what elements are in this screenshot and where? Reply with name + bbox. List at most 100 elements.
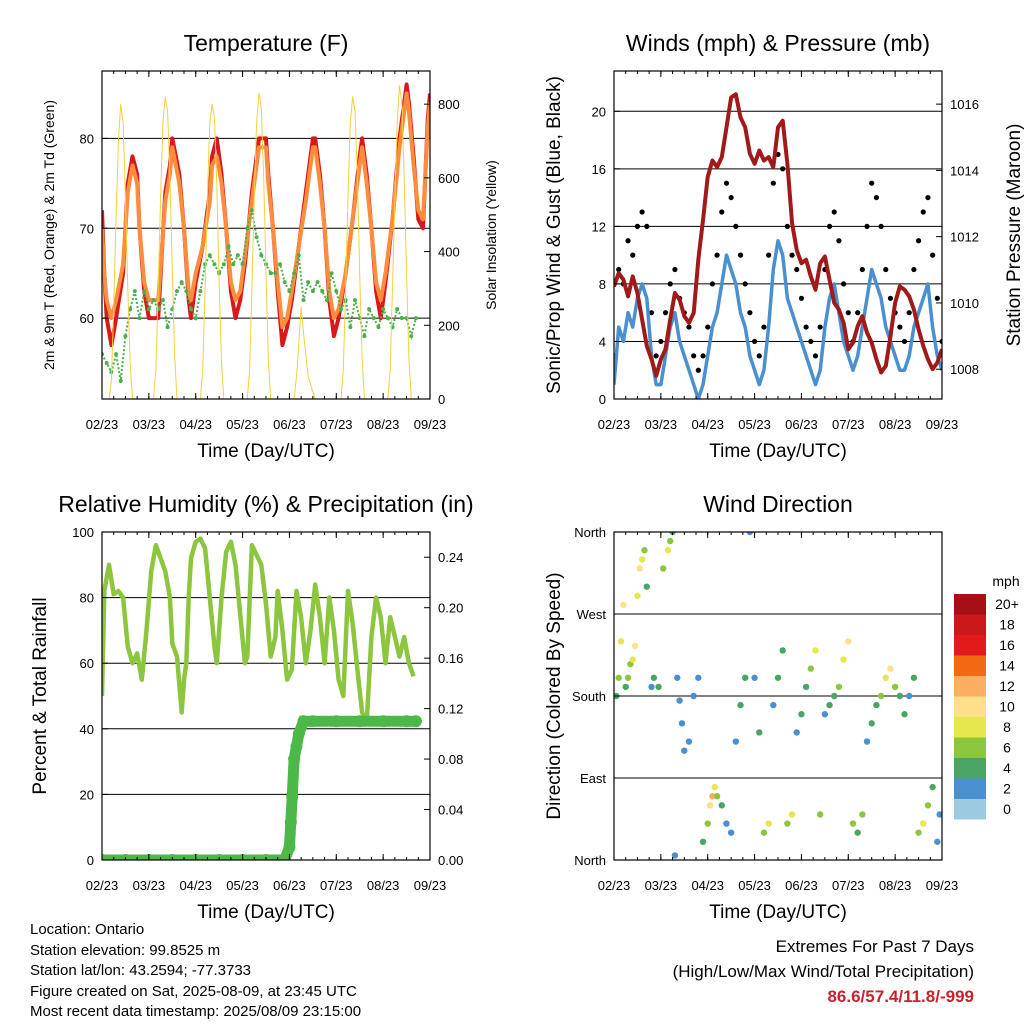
direction-point (896, 692, 904, 700)
elevation-text: Station elevation: 99.8525 m (30, 941, 221, 959)
direction-point (882, 674, 889, 681)
y-tick-label: East (580, 771, 606, 786)
gust-point (644, 223, 650, 229)
direction-point (924, 802, 932, 809)
x-tick-label: 06/23 (785, 878, 818, 893)
x-tick-label: 09/23 (414, 878, 447, 893)
y2-tick-label: 1008 (950, 362, 979, 377)
chart-direction: 02/23 03/23 04/23 05/23 06/23 07/23 08/23 09/23… (544, 491, 1020, 923)
direction-point (849, 820, 857, 827)
t2m-line (102, 82, 430, 348)
x-tick-label: 05/23 (738, 417, 771, 432)
direction-point (631, 642, 639, 650)
location-text: Location: Ontario (30, 921, 145, 938)
gust-point (780, 166, 786, 172)
gust-point (625, 238, 631, 244)
extremes-value: 86.6/57.4/11.8/-999 (827, 987, 974, 1006)
gust-point (737, 252, 744, 258)
gust-point (930, 252, 936, 258)
t9m-line (102, 91, 430, 330)
x-tick-label: 05/23 (226, 878, 259, 893)
y-axis-label: 2m & 9m T (Red, Orange) & 2m Td (Green) (41, 100, 57, 370)
direction-point (713, 793, 721, 800)
direction-point (655, 683, 662, 691)
direction-point (760, 829, 768, 836)
gust-point (742, 281, 748, 287)
x-tick-label: 03/23 (645, 878, 678, 893)
chart-title: Wind Direction (703, 491, 853, 517)
direction-point (877, 692, 885, 700)
x-tick-label: 04/23 (179, 417, 212, 432)
gust-point (934, 295, 940, 301)
x-tick-label: 08/23 (879, 878, 912, 893)
legend-swatch (954, 758, 986, 779)
y-tick-label: 8 (599, 277, 606, 292)
y-tick-label: 100 (72, 525, 94, 540)
y2-tick-label: 1016 (950, 97, 979, 112)
y2-tick-label: 1014 (950, 163, 979, 178)
plot-area-humidity (102, 536, 422, 860)
gust-point (855, 310, 861, 316)
direction-point (706, 802, 714, 809)
direction-point (793, 729, 800, 736)
y-tick-label: 40 (80, 722, 94, 737)
direction-point (671, 852, 679, 859)
direction-point (638, 556, 646, 563)
y-tick-label: 20 (80, 787, 94, 802)
gust-point (766, 252, 772, 258)
gust-point (826, 223, 833, 229)
direction-point (643, 583, 650, 590)
gust-point (691, 353, 697, 359)
direction-point (770, 701, 777, 709)
direction-point (854, 829, 861, 836)
x-tick-label: 04/23 (691, 878, 724, 893)
direction-point (936, 811, 942, 818)
direction-point (620, 601, 627, 609)
y-tick-label: 70 (80, 221, 94, 236)
direction-point (615, 674, 622, 681)
chart-winds: 02/23 03/23 04/23 05/23 06/23 07/23 08/23 09/23… (544, 30, 1024, 462)
x-tick-label: 09/23 (926, 878, 959, 893)
x-tick-label: 03/23 (133, 878, 166, 893)
gust-point (672, 266, 678, 273)
direction-point (891, 683, 899, 691)
direction-point (660, 565, 667, 572)
direction-point (873, 701, 880, 709)
gust-point (714, 252, 720, 258)
y2-tick-label: 0.24 (438, 550, 463, 565)
gust-point (630, 252, 636, 258)
gust-point (667, 281, 673, 287)
gust-point (658, 338, 664, 345)
y-tick-label: 60 (80, 656, 94, 671)
legend-label: 16 (999, 637, 1015, 653)
direction-point (910, 674, 918, 681)
pressure-line (614, 92, 942, 378)
direction-point (742, 674, 749, 681)
y2-tick-label: 0.08 (438, 752, 463, 767)
gust-point (901, 338, 908, 345)
x-tick-label: 05/23 (738, 878, 771, 893)
direction-point (636, 565, 643, 572)
y-axis-label: Percent & Total Rainfall (30, 597, 51, 794)
gust-point (841, 281, 847, 287)
x-tick-label: 08/23 (367, 417, 400, 432)
x-tick-label: 07/23 (320, 878, 353, 893)
gust-point (723, 180, 730, 186)
y2-axis-label: Station Pressure (Maroon) (1004, 124, 1024, 347)
direction-point (788, 811, 796, 818)
extremes-panel: Extremes For Past 7 Days (High/Low/Max W… (673, 934, 974, 1009)
gust-point (817, 324, 823, 330)
chart-title: Relative Humidity (%) & Precipitation (i… (58, 491, 473, 517)
gust-point (798, 295, 805, 301)
legend-label: 4 (1003, 760, 1011, 776)
direction-point (664, 547, 672, 554)
gust-point (784, 223, 790, 229)
gust-point (662, 310, 669, 316)
gust-point (728, 194, 734, 201)
gust-point (808, 338, 814, 345)
direction-point (887, 665, 894, 672)
direction-point (751, 674, 758, 681)
x-tick-label: 08/23 (879, 417, 912, 432)
direction-point (798, 711, 805, 718)
